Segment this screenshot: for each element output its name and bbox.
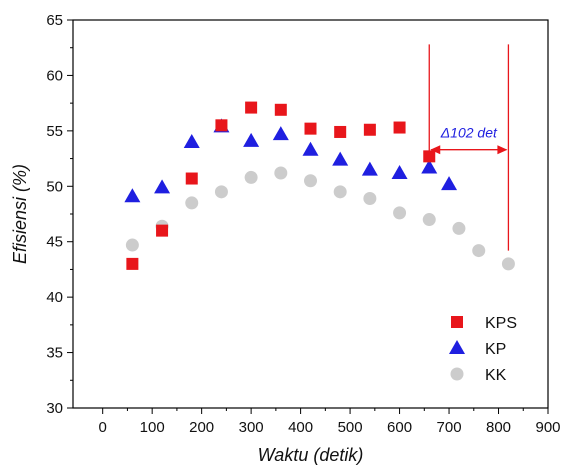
- data-point-kps: [423, 150, 436, 163]
- data-point-kp: [421, 159, 438, 174]
- x-tick-label: 0: [99, 419, 107, 436]
- data-point-kk: [501, 257, 515, 271]
- legend-marker-kps: [451, 316, 463, 328]
- data-point-kk: [333, 185, 347, 199]
- x-tick-label: 500: [338, 419, 363, 436]
- data-point-kps: [304, 122, 317, 135]
- plot-frame: [72, 19, 549, 409]
- legend-label-kp: KP: [485, 341, 506, 358]
- y-tick-label: 40: [46, 289, 63, 306]
- data-point-kps: [126, 257, 139, 270]
- data-point-kps: [274, 103, 287, 116]
- x-tick-label: 100: [140, 419, 165, 436]
- data-point-kps: [334, 125, 347, 138]
- y-axis-title: Efisiensi (%): [10, 164, 30, 264]
- x-tick-label: 200: [189, 419, 214, 436]
- data-point-kk: [125, 238, 139, 252]
- delta-annotation: Δ102 det: [428, 44, 510, 251]
- legend-label-kk: KK: [485, 367, 507, 384]
- x-tick-label: 700: [437, 419, 462, 436]
- arrowhead-left: [430, 145, 441, 155]
- data-point-kps: [393, 121, 406, 134]
- y-tick-label: 35: [46, 345, 63, 362]
- data-point-kps: [185, 172, 198, 185]
- data-point-kp: [302, 141, 319, 156]
- data-point-kps: [156, 224, 169, 237]
- x-tick-label: 800: [486, 419, 511, 436]
- data-point-kps: [215, 119, 228, 132]
- x-tick-label: 400: [288, 419, 313, 436]
- data-point-kp: [361, 161, 378, 176]
- arrowhead-right: [497, 145, 508, 155]
- data-point-kk: [274, 166, 288, 180]
- legend-marker-kk: [450, 367, 464, 381]
- data-point-kp: [272, 126, 289, 141]
- data-point-kp: [124, 188, 141, 203]
- legend-label-kps: KPS: [485, 315, 517, 332]
- y-tick-label: 55: [46, 123, 63, 140]
- data-markers: [124, 101, 515, 271]
- data-point-kk: [185, 196, 199, 210]
- x-axis-title: Waktu (detik): [258, 445, 364, 465]
- data-point-kk: [363, 191, 377, 205]
- y-tick-label: 45: [46, 234, 63, 251]
- axis-ticks: [67, 19, 549, 414]
- y-tick-label: 30: [46, 400, 63, 417]
- data-point-kp: [391, 164, 408, 179]
- data-point-kps: [245, 101, 258, 114]
- data-point-kp: [441, 176, 458, 191]
- y-tick-label: 60: [46, 67, 63, 84]
- data-point-kp: [332, 151, 349, 166]
- y-tick-label: 65: [46, 12, 63, 29]
- annotation-label: Δ102 det: [440, 125, 498, 141]
- data-point-kk: [452, 221, 466, 235]
- data-point-kk: [304, 174, 317, 188]
- tick-labels: 0 100 200 300 400 500 600 700 800 900 30 35 40 45 50 55…: [46, 12, 560, 436]
- y-tick-label: 50: [46, 178, 63, 195]
- data-point-kp: [183, 133, 200, 148]
- x-tick-label: 600: [387, 419, 412, 436]
- data-point-kps: [363, 123, 376, 136]
- data-point-kk: [244, 170, 258, 184]
- legend-marker-kp: [449, 340, 465, 354]
- data-point-kp: [154, 179, 171, 194]
- data-point-kk: [393, 206, 407, 220]
- legend: KPS KP KK: [449, 315, 517, 384]
- data-point-kk: [422, 213, 436, 227]
- data-point-kk: [214, 185, 228, 199]
- data-point-kk: [472, 244, 486, 258]
- x-tick-label: 900: [535, 419, 560, 436]
- data-point-kp: [243, 132, 260, 147]
- x-tick-label: 300: [239, 419, 264, 436]
